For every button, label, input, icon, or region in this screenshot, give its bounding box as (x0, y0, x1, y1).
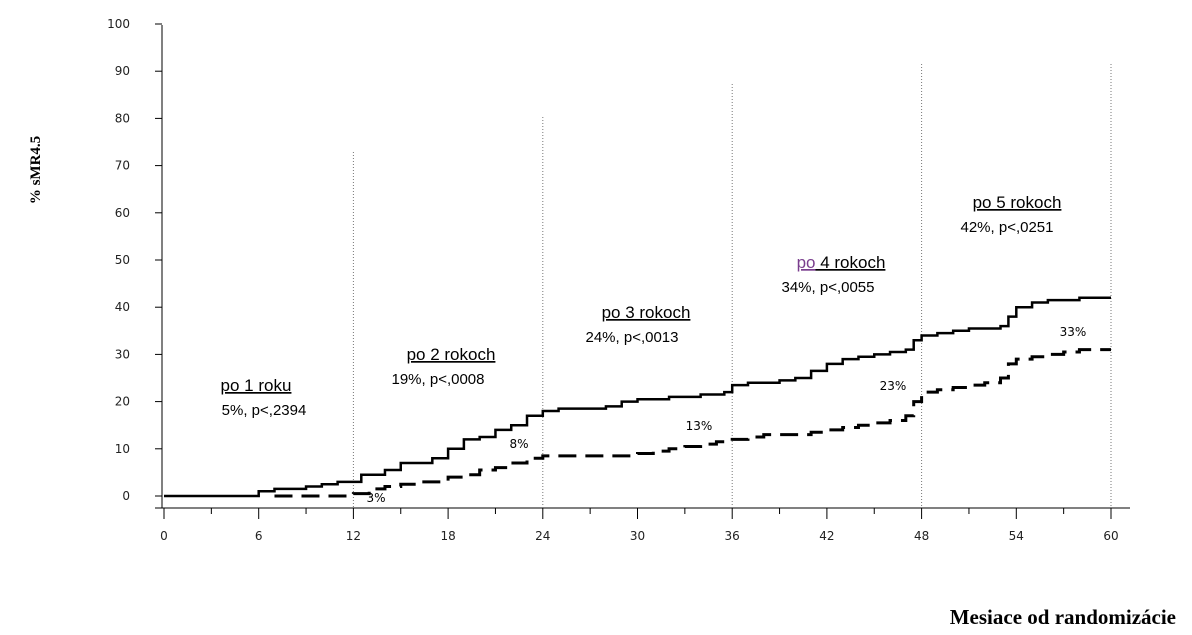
annotation-1-stat: 5%, p<,2394 (222, 402, 307, 419)
x-tick-label-54: 54 (1009, 529, 1024, 543)
x-tick-label-24: 24 (535, 529, 550, 543)
y-tick-label-60: 60 (115, 206, 130, 220)
series-solid-line (164, 296, 1111, 498)
y-tick-label-70: 70 (115, 159, 130, 173)
annotation-2-stat: 19%, p<,0008 (392, 371, 485, 388)
x-axis-ticks: 0 6 12 18 24 30 36 42 48 54 60 (160, 508, 1119, 543)
y-axis-ticks: 0 10 20 30 40 50 60 70 80 90 100 (107, 17, 162, 503)
annotation-3-stat: 24%, p<,0013 (586, 329, 679, 346)
y-tick-label-40: 40 (115, 300, 130, 314)
y-tick-label-90: 90 (115, 64, 130, 78)
dashed-label-3: 13% (686, 419, 713, 433)
y-tick-label-80: 80 (115, 111, 130, 125)
annotation-3-title: po 3 rokoch (602, 303, 691, 322)
annotation-4-stat: 34%, p<,0055 (782, 279, 875, 296)
annotation-5-title: po 5 rokoch (973, 193, 1062, 212)
y-tick-label-100: 100 (107, 17, 130, 31)
x-axis-label: Mesiace od randomizácie (950, 605, 1176, 629)
y-tick-label-0: 0 (122, 489, 130, 503)
dashed-label-4: 23% (880, 379, 907, 393)
y-tick-label-20: 20 (115, 395, 130, 409)
x-tick-label-48: 48 (914, 529, 929, 543)
y-tick-label-50: 50 (115, 253, 130, 267)
x-tick-label-36: 36 (725, 529, 740, 543)
dashed-label-5: 33% (1060, 325, 1087, 339)
x-tick-label-18: 18 (440, 529, 455, 543)
x-tick-label-12: 12 (346, 529, 361, 543)
x-tick-label-0: 0 (160, 529, 168, 543)
annotation-4-title: po 4 rokoch (797, 253, 886, 272)
annotation-4-title-accent: po (797, 253, 816, 272)
annotation-5-stat: 42%, p<,0251 (961, 219, 1054, 236)
annotation-4-title-rest: 4 rokoch (815, 253, 885, 272)
annotation-1-title: po 1 roku (221, 376, 292, 395)
vertical-grid-lines (352, 64, 1112, 508)
x-tick-label-6: 6 (255, 529, 263, 543)
y-axis-label: % sMR4.5 (28, 136, 44, 204)
series-dashed-line (274, 348, 1111, 498)
y-tick-label-10: 10 (115, 442, 130, 456)
dashed-label-1: 3% (366, 491, 385, 505)
annotation-2-title: po 2 rokoch (407, 345, 496, 364)
series-layer (164, 296, 1111, 498)
x-tick-label-42: 42 (819, 529, 834, 543)
dashed-label-2: 8% (509, 437, 528, 451)
x-tick-label-30: 30 (630, 529, 645, 543)
x-tick-label-60: 60 (1103, 529, 1118, 543)
y-tick-label-30: 30 (115, 347, 130, 361)
